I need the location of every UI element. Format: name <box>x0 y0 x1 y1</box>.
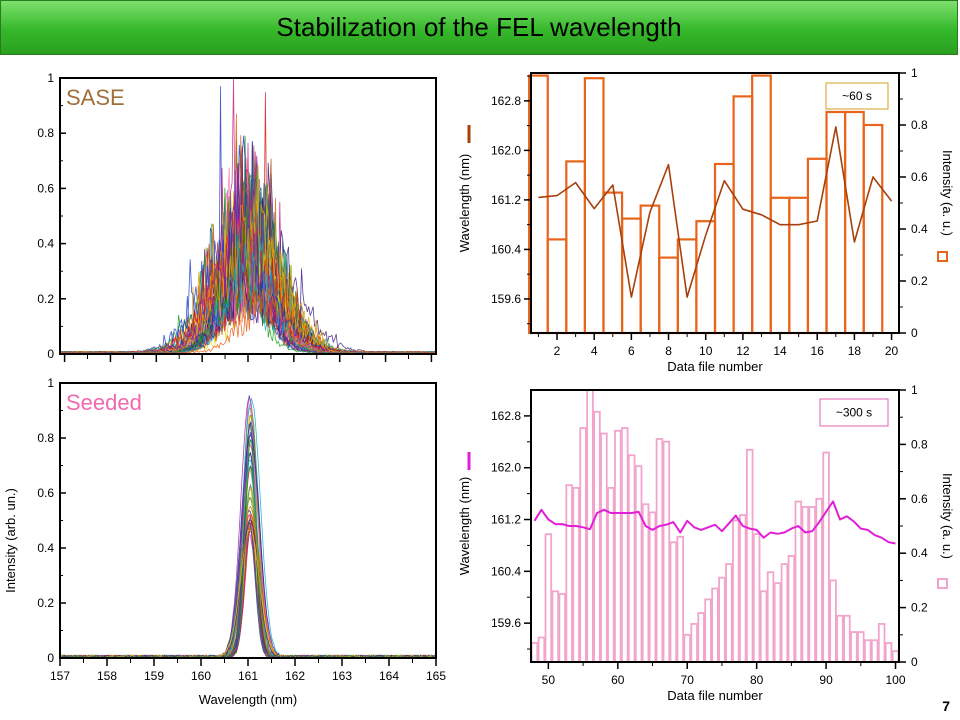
wavelength-line <box>538 126 893 298</box>
x-axis-label: Data file number <box>667 688 763 703</box>
y-right-axis-label: Intensity (a. u.) <box>940 473 955 559</box>
y-tick-label: 0.6 <box>37 486 54 500</box>
duration-annotation-box <box>819 398 889 427</box>
plot-frame <box>59 382 437 659</box>
y-tick-label: 0 <box>47 347 54 361</box>
duration-annotation-box <box>825 82 889 110</box>
x-axis-label: Data file number <box>667 359 763 374</box>
y-left-axis-label: Wavelength (nm) <box>457 154 472 253</box>
x-tick-label: 8 <box>665 344 672 358</box>
x-tick-label: 158 <box>97 669 117 683</box>
spectrum-traces <box>59 77 437 354</box>
stability-panel-sase-stability: 159.6160.4161.2162.0162.800.20.40.60.812… <box>457 66 955 374</box>
x-tick-label: 161 <box>238 669 258 683</box>
stability-panel-seeded-stability: 159.6 160.4 161.2 162.0 162.8 0 0.2 0.4 0.6 0.8 1 5… <box>457 383 955 703</box>
panel-label: SASE <box>66 85 125 110</box>
spectrum-panel-sase: 0 0.2 0.4 0.6 0.8 1 SASE <box>37 71 437 362</box>
x-tick-label: 157 <box>50 669 70 683</box>
page-number: 7 <box>942 698 950 714</box>
x-tick-label: 2 <box>554 344 561 358</box>
x-tick-label: 4 <box>591 344 598 358</box>
x-tick-label: 70 <box>681 673 695 687</box>
x-tick-label: 12 <box>736 344 750 358</box>
x-tick-label: 6 <box>628 344 635 358</box>
y-left-tick-label: 161.2 <box>491 513 521 527</box>
x-tick-label: 80 <box>750 673 764 687</box>
spectrum-trace <box>59 287 437 354</box>
y-right-axis-label: Intensity (a. u.) <box>940 150 955 236</box>
x-tick-label: 164 <box>379 669 399 683</box>
y-right-tick-label: 0.4 <box>911 222 928 236</box>
y-right-tick-label: 1 <box>911 66 918 80</box>
spectrum-trace <box>59 531 437 659</box>
panel-label: Seeded <box>66 390 142 415</box>
y-tick-label: 0.8 <box>37 126 54 140</box>
spectrum-traces <box>59 395 437 659</box>
intensity-legend-key <box>937 578 948 589</box>
y-tick-label: 0.2 <box>37 292 54 306</box>
y-left-tick-label: 161.2 <box>491 193 521 207</box>
y-right-tick-label: 0.6 <box>911 492 928 506</box>
duration-annotation: ~60 s <box>842 89 872 103</box>
duration-annotation: ~300 s <box>836 406 872 420</box>
y-tick-label: 0 <box>47 651 54 665</box>
y-left-tick-label: 162.8 <box>491 409 521 423</box>
spectrum-trace <box>59 483 437 659</box>
y-left-tick-label: 162.8 <box>491 94 521 108</box>
y-left-tick-label: 162.0 <box>491 461 521 475</box>
y-tick-label: 1 <box>47 71 54 85</box>
y-left-tick-label: 159.6 <box>491 616 521 630</box>
x-axis-label: Wavelength (nm) <box>199 692 298 707</box>
x-tick-label: 60 <box>611 673 625 687</box>
x-tick-label: 163 <box>332 669 352 683</box>
y-right-tick-label: 0.8 <box>911 437 928 451</box>
y-right-tick-label: 0.2 <box>911 274 928 288</box>
y-tick-label: 0.8 <box>37 431 54 445</box>
y-left-axis-label: Wavelength (nm) <box>457 477 472 576</box>
y-axis-label: Intensity (arb. un.) <box>3 488 18 593</box>
x-tick-label: 16 <box>811 344 825 358</box>
x-tick-label: 160 <box>191 669 211 683</box>
spectrum-trace <box>59 513 437 659</box>
spectrum-panel-seeded: 0 0.2 0.4 0.6 0.8 1 157 158 159 160 161 162 163 164 16… <box>3 376 446 707</box>
y-right-tick-label: 0.6 <box>911 170 928 184</box>
x-tick-label: 165 <box>426 669 446 683</box>
y-right-tick-label: 0.2 <box>911 601 928 615</box>
x-tick-label: 90 <box>819 673 833 687</box>
y-tick-label: 0.4 <box>37 541 54 555</box>
y-left-tick-label: 160.4 <box>491 564 521 578</box>
x-tick-label: 14 <box>773 344 787 358</box>
y-right-tick-label: 0.4 <box>911 546 928 560</box>
y-tick-label: 0.4 <box>37 237 54 251</box>
y-tick-label: 0.2 <box>37 596 54 610</box>
y-right-tick-label: 1 <box>911 383 918 397</box>
x-tick-label: 10 <box>699 344 713 358</box>
y-left-tick-label: 159.6 <box>491 292 521 306</box>
y-tick-label: 0.6 <box>37 181 54 195</box>
wavelength-line <box>533 500 896 545</box>
y-right-tick-label: 0 <box>911 655 918 669</box>
x-tick-label: 162 <box>285 669 305 683</box>
x-tick-label: 18 <box>848 344 862 358</box>
y-tick-label: 1 <box>47 376 54 390</box>
slide-title: Stabilization of the FEL wavelength <box>276 12 682 42</box>
y-left-tick-label: 162.0 <box>491 143 521 157</box>
y-right-tick-label: 0.8 <box>911 118 928 132</box>
intensity-legend-key <box>937 251 948 262</box>
y-right-tick-label: 0 <box>911 326 918 340</box>
spectrum-trace <box>59 459 437 659</box>
x-tick-label: 159 <box>144 669 164 683</box>
title-bar: Stabilization of the FEL wavelength <box>0 0 958 55</box>
y-left-tick-label: 160.4 <box>491 242 521 256</box>
x-tick-label: 20 <box>885 344 899 358</box>
x-tick-label: 100 <box>886 673 906 687</box>
x-tick-label: 50 <box>542 673 556 687</box>
